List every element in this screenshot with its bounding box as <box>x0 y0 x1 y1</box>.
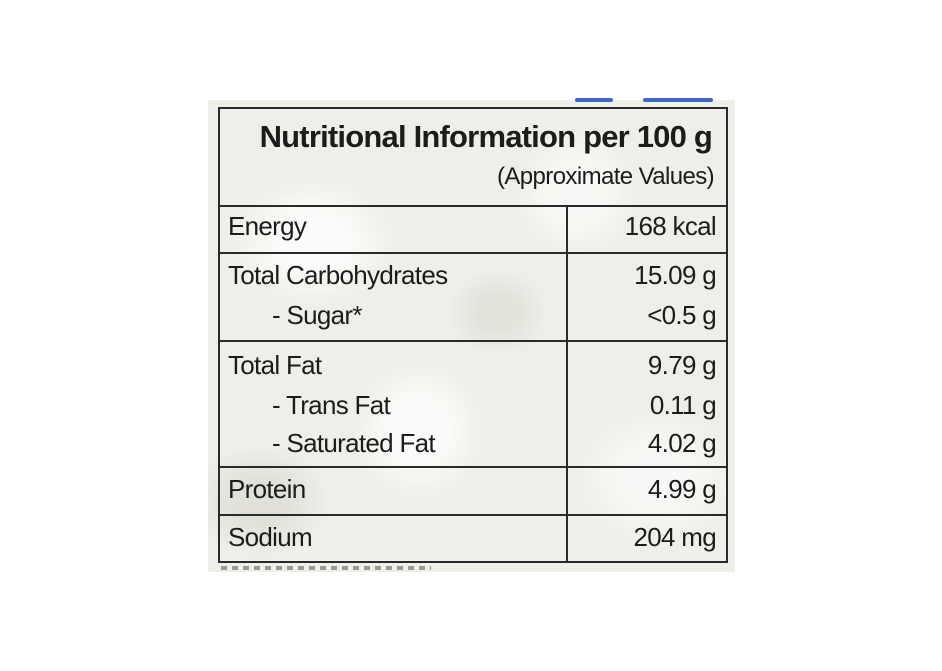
blue-print-mark <box>643 98 713 102</box>
nutrient-value: 4.02 g <box>647 428 717 458</box>
nutrient-name: Total Carbohydrates <box>228 260 448 290</box>
nutrient-name: - Sugar* <box>272 300 362 330</box>
table-row: Total Carbohydrates 15.09 g <box>220 256 726 294</box>
nutrient-value: 204 mg <box>633 522 716 552</box>
table-row: Total Fat 9.79 g <box>220 346 726 384</box>
section-energy: Energy 168 kcal <box>220 205 726 254</box>
section-carbohydrates: Total Carbohydrates 15.09 g - Sugar* <0.… <box>220 254 726 342</box>
table-row: - Saturated Fat 4.02 g <box>220 424 726 462</box>
nutrition-table: Nutritional Information per 100 g (Appro… <box>218 107 728 563</box>
table-row: Sodium 204 mg <box>220 518 726 556</box>
nutrient-name: Sodium <box>228 522 313 552</box>
nutrient-name: Total Fat <box>228 350 322 380</box>
table-title: Nutritional Information per 100 g <box>259 119 713 154</box>
nutrient-name: - Trans Fat <box>272 390 391 420</box>
table-row: Protein 4.99 g <box>220 470 726 508</box>
section-protein: Protein 4.99 g <box>220 468 726 516</box>
table-row: - Sugar* <0.5 g <box>220 296 726 334</box>
table-row: - Trans Fat 0.11 g <box>220 386 726 424</box>
nutrient-value: 9.79 g <box>647 350 717 380</box>
cropped-footnote <box>221 566 431 570</box>
blue-print-mark <box>575 98 613 102</box>
nutrient-value: 15.09 g <box>634 260 717 290</box>
textured-paper-background <box>208 100 735 572</box>
column-divider <box>566 205 568 561</box>
nutrient-value: 168 kcal <box>624 211 717 241</box>
table-subtitle: (Approximate Values) <box>497 163 715 190</box>
nutrient-name: - Saturated Fat <box>272 428 436 458</box>
nutrient-name: Protein <box>228 474 306 504</box>
nutrient-value: 0.11 g <box>649 390 717 420</box>
nutrient-value: 4.99 g <box>647 474 717 504</box>
section-sodium: Sodium 204 mg <box>220 516 726 561</box>
section-fat: Total Fat 9.79 g - Trans Fat 0.11 g - Sa… <box>220 342 726 468</box>
table-row: Energy 168 kcal <box>220 207 726 245</box>
nutrient-name: Energy <box>228 211 307 241</box>
nutrient-value: <0.5 g <box>647 300 717 330</box>
table-header: Nutritional Information per 100 g (Appro… <box>220 109 726 207</box>
